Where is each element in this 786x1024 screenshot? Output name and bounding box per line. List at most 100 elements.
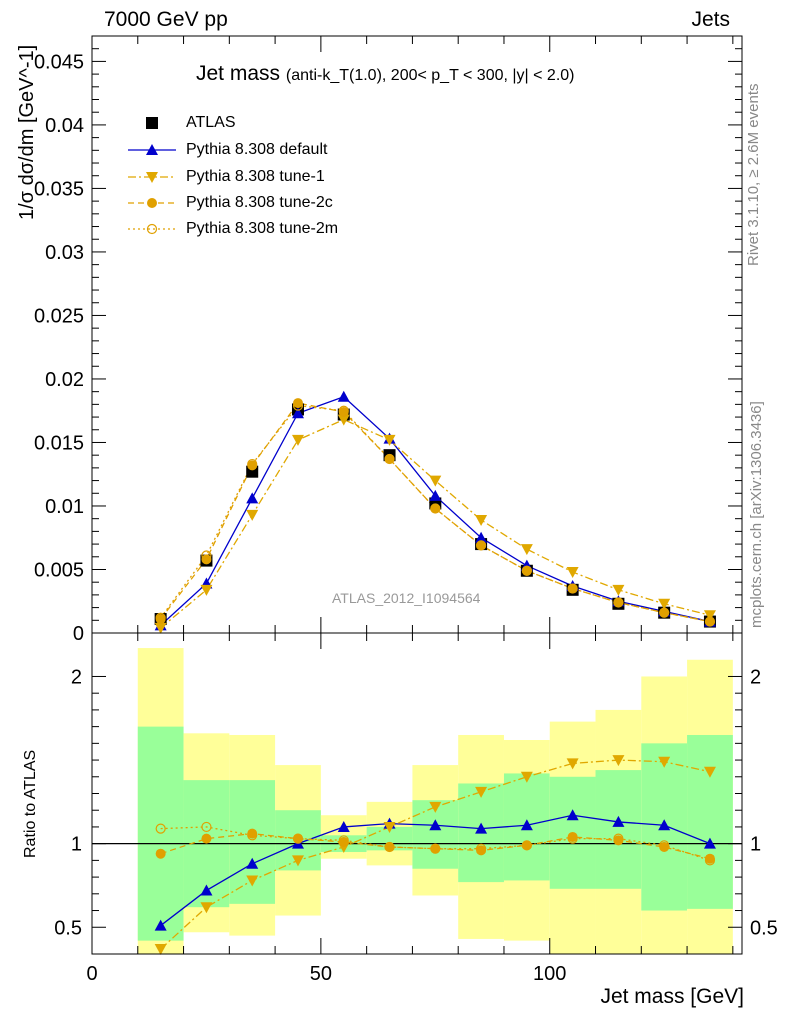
main-data-point [704,616,716,627]
main-data-point [200,584,213,596]
plot-title-main: Jet mass [196,62,281,85]
legend-marker [147,198,157,208]
main-data-point [384,453,395,464]
main-y-tick-label: 0.02 [45,369,84,391]
main-data-point [613,597,624,608]
ratio-data-point [154,919,167,931]
ratio-data-point [612,815,625,827]
main-data-point [246,509,259,521]
main-y-tick-label: 0.01 [45,496,84,518]
header-left: 7000 GeV pp [104,8,228,31]
main-data-point [704,616,715,627]
main-data-point [429,489,442,501]
main-data-point [566,567,579,579]
legend-label-tune-2c: Pythia 8.308 tune-2c [186,194,333,211]
main-data-point [521,565,532,576]
plot-title-detail: (anti-k_T(1.0), 200< p_T < 300, |y| < 2.… [285,67,575,84]
ratio-data-point [246,857,259,869]
analysis-label: ATLAS_2012_I1094564 [332,590,481,606]
ratio-data-point [430,843,441,854]
ratio-data-point [338,835,349,846]
legend-marker [146,172,158,183]
ratio-data-point [566,758,579,770]
x-tick-label: 50 [310,963,332,985]
ratio-bands [137,648,733,954]
main-data-point [337,414,350,426]
ratio-data-point [703,837,716,849]
ratio-data-point [155,823,166,834]
legend-label-atlas: ATLAS [186,114,236,131]
ratio-y-tick-label-right: 1 [750,834,761,856]
plot-title: Jet mass (anti-k_T(1.0), 200< p_T < 300,… [196,62,575,86]
main-y-tick-label: 0.005 [34,559,84,581]
main-data-point [201,550,212,561]
main-data-point [383,434,396,446]
main-data-point [292,398,303,409]
ratio-data-point [566,809,579,821]
main-data-point [613,597,624,608]
ratio-data-point [292,833,303,844]
ratio-data-point [429,801,442,813]
ratio-data-point [247,830,258,841]
legend-label-tune-1: Pythia 8.308 tune-1 [186,168,325,185]
main-data-point [247,458,258,470]
source-label: mcplots.cern.ch [arXiv:1306.3436] [748,401,765,628]
stat-uncertainty-band [366,826,413,851]
main-y-tick-label: 0 [73,623,84,645]
main-y-tick-label: 0.03 [45,242,84,264]
main-data-point [291,434,304,446]
main-data-point [475,531,488,543]
main-data-point [658,598,671,610]
main-data-point [475,514,488,526]
legend-marker [146,144,158,155]
legend-marker [146,117,158,129]
ratio-data-point [658,819,671,831]
main-data-point [476,540,487,551]
main-y-tick-label: 0.045 [34,51,84,73]
ratio-data-point [383,821,396,833]
main-data-point [521,565,532,576]
main-data-point [154,622,167,634]
x-tick-label: 0 [86,963,97,985]
ratio-data-point [201,833,212,844]
main-data-point [567,583,578,594]
ratio-data-point [703,766,716,778]
main-data-point [429,475,442,487]
main-data-point [659,607,670,618]
main-data-point [384,453,395,465]
main-data-point [338,405,349,416]
main-data-point [292,400,304,411]
main-data-point [291,407,304,419]
ratio-data-point [246,875,259,887]
ratio-data-point [475,786,488,798]
ratio-data-point [155,848,166,859]
ratio-data-point [659,840,670,851]
main-y-tick-label: 0.035 [34,178,84,200]
x-axis-label: Jet mass [GeV] [600,985,744,1008]
ratio-data-point [154,943,167,955]
main-data-point [201,554,212,565]
ratio-data-point [475,843,487,854]
ratio-data-point [384,842,395,852]
main-y-tick-label: 0.025 [34,305,84,327]
main-data-point [612,584,625,596]
ratio-data-point [658,756,671,768]
ratio-data-point [475,822,488,834]
stat-uncertainty-band [687,734,733,909]
ratio-data-point [521,840,532,851]
ratio-data-point [430,843,441,854]
stat-uncertainty-band [595,770,642,889]
ratio-data-point [613,833,624,844]
x-tick-label: 100 [533,963,566,985]
ratio-data-point [521,840,532,851]
ratio-data-point [520,771,533,783]
ratio-y-tick-label: 0.5 [54,917,82,939]
legend-marker [146,223,158,235]
main-data-point [430,503,441,514]
ratio-data-point [337,820,350,832]
ratio-y-tick-label-right: 2 [750,666,761,688]
main-y-tick-label: 0.015 [34,432,84,454]
ratio-y-tick-label-right: 0.5 [750,917,778,939]
header-right: Jets [691,8,730,31]
